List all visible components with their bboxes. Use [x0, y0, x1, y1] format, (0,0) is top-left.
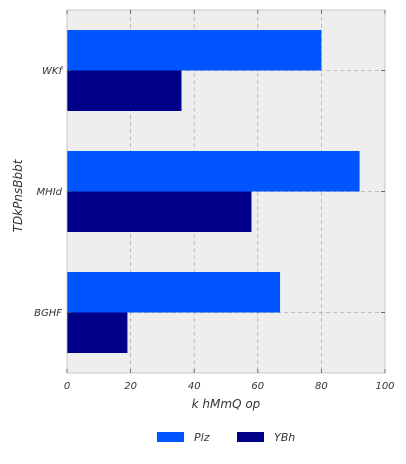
- x-tick-label: 100: [375, 381, 394, 392]
- legend: Plz YBh: [157, 431, 295, 444]
- y-axis-ticks: WKf MHId BGHF: [34, 66, 385, 319]
- legend-label-Plz: Plz: [194, 431, 210, 444]
- bar-BGHF-YBh: [67, 312, 128, 353]
- x-tick-label: 80: [315, 381, 328, 392]
- bar-BGHF-Plz: [67, 272, 281, 313]
- y-tick-label: MHId: [37, 187, 63, 198]
- y-axis-title: TDkPnsBbbt: [11, 158, 25, 232]
- legend-label-YBh: YBh: [274, 431, 295, 444]
- x-axis-title: k hMmQ op: [192, 397, 261, 411]
- bar-WKf-Plz: [67, 30, 322, 71]
- x-tick-label: 60: [251, 381, 264, 392]
- x-tick-label: 20: [124, 381, 137, 392]
- legend-swatch-YBh: [237, 432, 264, 442]
- x-tick-label: 0: [64, 381, 70, 392]
- x-axis-ticks: 0 20 40 60 80 100: [64, 10, 395, 392]
- x-tick-label: 40: [188, 381, 201, 392]
- bar-WKf-YBh: [67, 70, 182, 111]
- y-tick-label: BGHF: [34, 308, 62, 319]
- bars: [67, 30, 360, 353]
- bar-MHId-Plz: [67, 151, 360, 192]
- legend-swatch-Plz: [157, 432, 184, 442]
- y-tick-label: WKf: [42, 66, 63, 77]
- bar-MHId-YBh: [67, 191, 252, 232]
